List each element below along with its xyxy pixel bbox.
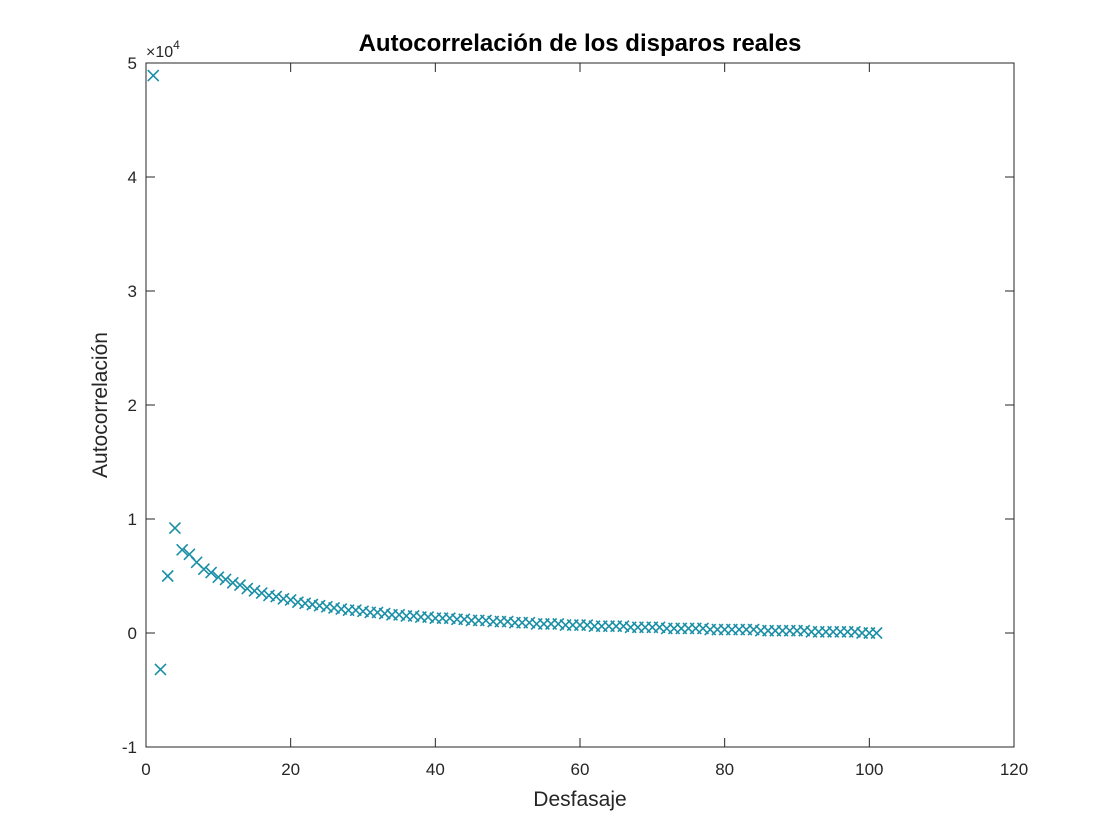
data-markers [147,69,883,676]
data-point-marker [147,69,160,82]
x-tick-label: 20 [281,760,300,779]
y-tick-label: -1 [122,738,137,757]
x-tick-label: 100 [855,760,883,779]
x-tick-label: 80 [715,760,734,779]
data-point-marker [270,590,283,603]
data-point-marker [154,663,167,676]
data-point-marker [219,573,232,586]
y-tick-label: 0 [128,624,137,643]
data-point-marker [197,563,210,576]
data-point-marker [161,569,174,583]
x-tick-label: 40 [426,760,445,779]
chart-title: Autocorrelación de los disparos reales [359,30,802,57]
y-tick-label: 3 [128,282,137,301]
data-point-marker [870,626,883,640]
y-tick-label: 1 [128,510,137,529]
data-point-marker [233,579,247,592]
y-tick-label: 5 [128,54,137,73]
x-tick-label: 0 [141,760,150,779]
x-axis-label: Desfasaje [533,788,626,811]
y-axis-multiplier: ×104 [146,38,180,61]
y-tick-label: 4 [128,168,137,187]
y-axis-multiplier-base: ×10 [146,44,173,61]
x-tick-label: 120 [1000,760,1028,779]
data-point-marker [212,571,225,584]
y-axis-multiplier-exponent: 4 [173,38,180,52]
data-point-marker [176,543,189,556]
data-point-marker [255,587,268,600]
data-point-marker [241,582,254,595]
y-axis-label: Autocorrelación [89,332,112,478]
y-tick-label: 2 [128,396,137,415]
data-point-marker [284,593,297,607]
data-point-marker [205,566,218,579]
data-point-marker [248,584,261,597]
x-tick-label: 60 [571,760,590,779]
data-point-marker [168,522,181,535]
data-point-marker [226,576,239,589]
